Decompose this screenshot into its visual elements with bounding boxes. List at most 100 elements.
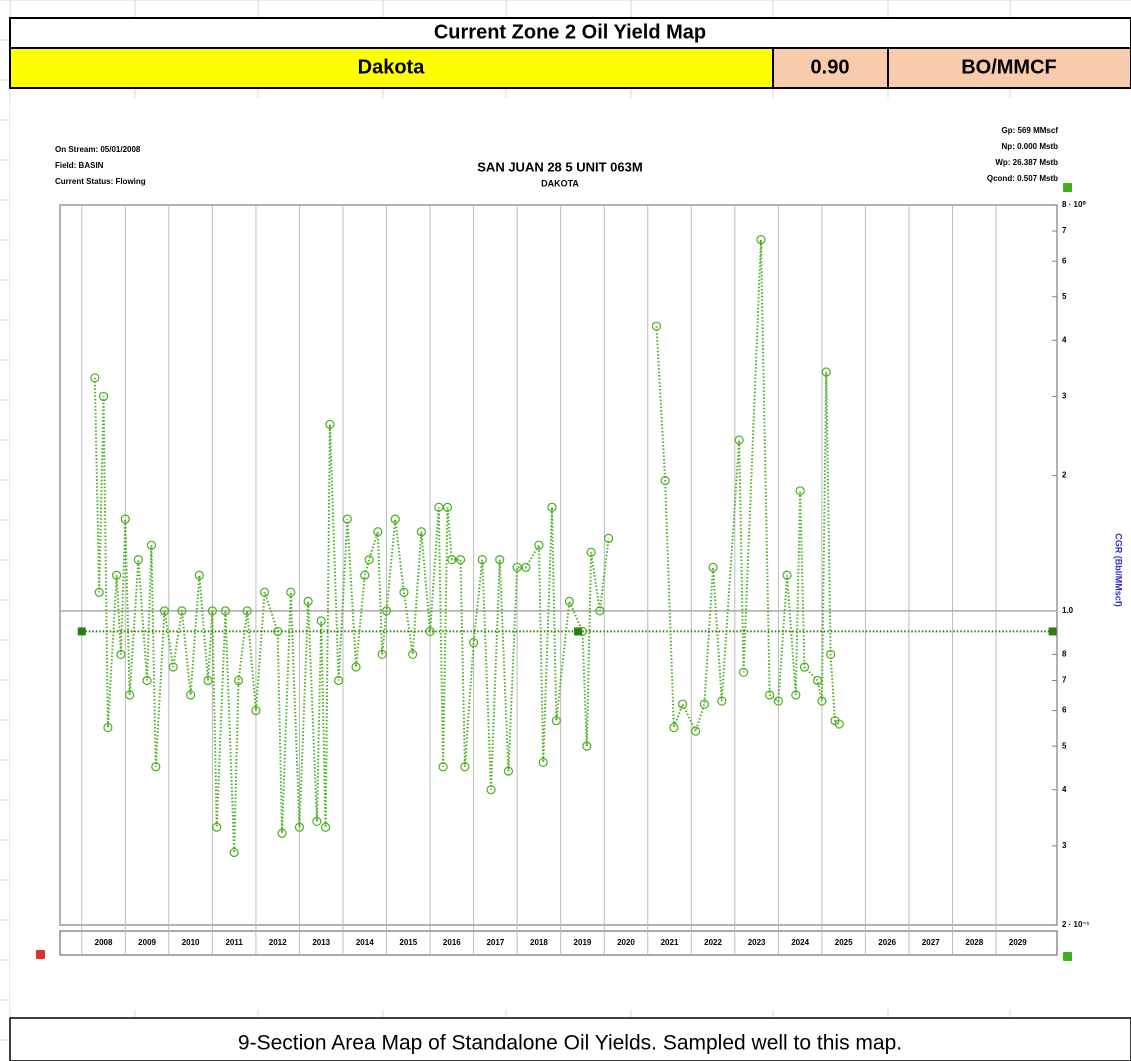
data-point xyxy=(146,540,157,550)
y-tick-label: 8 · 10⁰ xyxy=(1062,200,1086,209)
data-point xyxy=(251,705,261,716)
data-point xyxy=(94,587,104,597)
x-tick-label: 2016 xyxy=(443,938,461,947)
data-point xyxy=(364,555,374,565)
y-tick-label: 7 xyxy=(1062,676,1067,685)
data-point xyxy=(812,675,823,686)
well-info: Current Status: Flowing xyxy=(55,177,146,186)
y-tick-label: 6 xyxy=(1062,256,1067,265)
y-tick-label: 5 xyxy=(1062,741,1067,750)
data-point xyxy=(582,741,592,751)
chart-title: SAN JUAN 28 5 UNIT 063M xyxy=(477,159,642,174)
sheet-title: Current Zone 2 Oil Yield Map xyxy=(434,21,706,43)
data-point xyxy=(660,475,670,486)
data-point xyxy=(177,606,187,616)
data-point xyxy=(434,502,444,512)
x-tick-label: 2014 xyxy=(356,938,374,947)
y-tick-label: 8 xyxy=(1062,650,1067,659)
x-tick-label: 2010 xyxy=(182,938,200,947)
data-point xyxy=(212,822,222,832)
y-tick-label: 5 xyxy=(1062,292,1067,301)
well-stat: Gp: 569 MMscf xyxy=(1002,126,1059,135)
data-point xyxy=(460,762,470,772)
data-point xyxy=(229,847,239,858)
data-point xyxy=(220,606,231,616)
data-point xyxy=(538,757,548,768)
data-point xyxy=(90,373,100,383)
data-point xyxy=(691,726,701,736)
data-point xyxy=(521,562,531,572)
data-point xyxy=(551,715,561,726)
data-point xyxy=(408,649,418,660)
data-point xyxy=(168,662,178,672)
x-tick-label: 2027 xyxy=(922,938,940,947)
data-point xyxy=(312,816,322,827)
x-tick-label: 2013 xyxy=(312,938,330,947)
y-tick-label: 1.0 xyxy=(1062,606,1074,615)
data-point xyxy=(320,822,331,832)
data-point xyxy=(125,690,135,700)
lock-icon xyxy=(1063,183,1072,192)
data-point xyxy=(111,570,122,580)
data-point xyxy=(734,435,744,445)
data-point xyxy=(486,785,496,795)
data-point xyxy=(512,562,522,572)
data-line xyxy=(655,239,840,734)
data-point xyxy=(495,555,505,565)
data-point xyxy=(373,527,383,537)
plot-area xyxy=(59,204,1058,926)
x-tick-label: 2009 xyxy=(138,938,156,947)
data-point xyxy=(98,391,109,402)
data-point xyxy=(203,675,213,686)
data-point xyxy=(186,690,196,700)
data-point xyxy=(564,596,574,606)
data-point xyxy=(381,606,392,616)
x-axis-strip xyxy=(59,930,1058,956)
data-point xyxy=(116,649,126,660)
x-tick-label: 2020 xyxy=(617,938,635,947)
x-tick-label: 2017 xyxy=(486,938,504,947)
well-stat: Wp: 26.387 Mstb xyxy=(995,158,1058,167)
x-tick-label: 2025 xyxy=(835,938,853,947)
data-point xyxy=(773,696,783,706)
data-point xyxy=(765,690,775,700)
data-point xyxy=(351,662,361,672)
data-point xyxy=(826,649,836,660)
data-point xyxy=(821,367,831,377)
yield-unit: BO/MMCF xyxy=(961,56,1057,78)
x-tick-label: 2019 xyxy=(574,938,592,947)
x-tick-label: 2022 xyxy=(704,938,722,947)
x-tick-label: 2011 xyxy=(225,938,243,947)
data-point xyxy=(233,675,244,686)
data-point xyxy=(159,606,170,616)
data-point xyxy=(717,696,727,706)
chart-area xyxy=(10,98,1131,1010)
well-info: On Stream: 05/01/2008 xyxy=(55,145,141,154)
data-point xyxy=(399,587,409,597)
x-tick-label: 2028 xyxy=(965,938,983,947)
data-point xyxy=(360,570,370,580)
data-point xyxy=(477,555,487,565)
data-point xyxy=(303,596,313,606)
forecast-point xyxy=(574,627,583,636)
data-point xyxy=(586,547,596,557)
data-point xyxy=(791,690,801,700)
yield-value: 0.90 xyxy=(811,56,850,78)
data-point xyxy=(756,235,766,245)
data-point xyxy=(377,649,387,660)
data-point xyxy=(103,722,113,733)
well-stat: Qcond: 0.507 Mstb xyxy=(987,174,1058,183)
data-point xyxy=(708,562,718,572)
x-tick-label: 2029 xyxy=(1009,938,1027,947)
data-line xyxy=(93,377,610,853)
x-tick-label: 2018 xyxy=(530,938,548,947)
data-point xyxy=(455,555,466,565)
y-tick-label: 3 xyxy=(1062,392,1067,401)
data-point xyxy=(534,540,544,550)
formation: Dakota xyxy=(358,56,426,78)
data-point xyxy=(342,514,352,524)
data-point xyxy=(817,696,827,706)
unit-cell xyxy=(887,47,1131,89)
